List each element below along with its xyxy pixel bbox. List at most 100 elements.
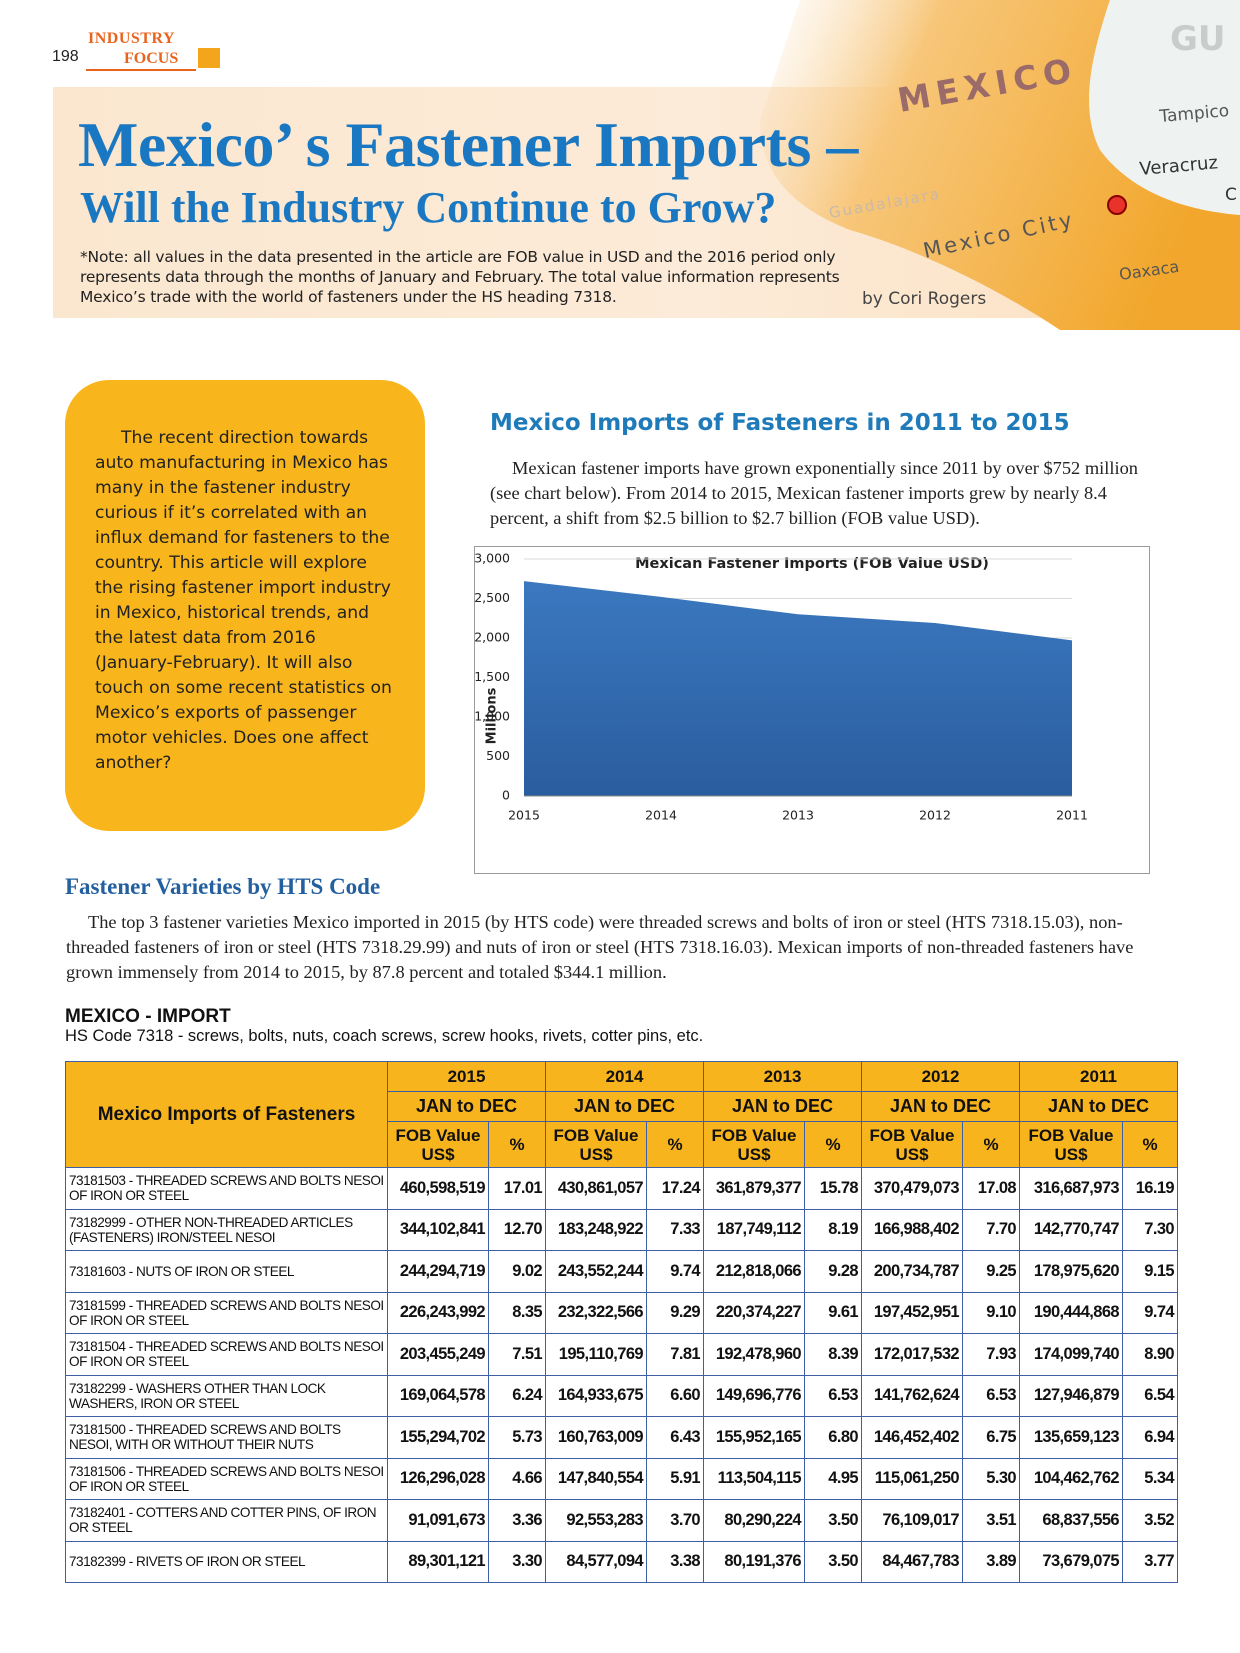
table-cell: 3.36 (488, 1499, 546, 1542)
table-cell: FOB Value US$ (1019, 1121, 1123, 1168)
table-cell: 166,988,402 (861, 1208, 963, 1251)
x-tick-label: 2011 (1056, 808, 1088, 823)
table-cell: % (488, 1121, 546, 1168)
land (760, 0, 1240, 330)
table-cell: 9.15 (1122, 1250, 1178, 1293)
table-cell: JAN to DEC (1019, 1091, 1178, 1122)
table-cell: 232,322,566 (545, 1291, 647, 1334)
table-cell: 6.43 (646, 1416, 704, 1459)
table-cell: 104,462,762 (1019, 1457, 1123, 1500)
table-cell: 187,749,112 (703, 1208, 805, 1251)
table-cell: 9.74 (1122, 1291, 1178, 1334)
table-cell: 127,946,879 (1019, 1374, 1123, 1417)
table-cell: 197,452,951 (861, 1291, 963, 1334)
table-subtitle: HS Code 7318 - screws, bolts, nuts, coac… (65, 1027, 704, 1045)
page-number: 198 (52, 48, 79, 65)
table-cell: 164,933,675 (545, 1374, 647, 1417)
table-cell: 115,061,250 (861, 1457, 963, 1500)
y-tick-label: 0 (502, 788, 510, 803)
y-tick-label: 3,000 (474, 551, 510, 566)
table-cell: 3.89 (962, 1540, 1020, 1583)
table-cell: 9.25 (962, 1250, 1020, 1293)
y-tick-label: 1,500 (474, 669, 510, 684)
table-cell: 6.94 (1122, 1416, 1178, 1459)
x-tick-label: 2014 (645, 808, 677, 823)
table-cell: % (1122, 1121, 1178, 1168)
chart: Mexican Fastener Imports (FOB Value USD)… (474, 546, 1150, 874)
table-cell: 142,770,747 (1019, 1208, 1123, 1251)
y-axis-label: Millions (485, 687, 500, 744)
table-cell: 155,294,702 (387, 1416, 489, 1459)
table-cell: 344,102,841 (387, 1208, 489, 1251)
table-cell: 17.24 (646, 1167, 704, 1210)
table: Mexico Imports of Fasteners 2015 2014 2013 2… (65, 1061, 1178, 1583)
table-cell: 220,374,227 (703, 1291, 805, 1334)
table-cell: 460,598,519 (387, 1167, 489, 1210)
table-title: MEXICO - IMPORT (65, 1006, 231, 1027)
table-cell: 5.91 (646, 1457, 704, 1500)
table-cell: % (804, 1121, 862, 1168)
table-cell: 174,099,740 (1019, 1333, 1123, 1376)
table-cell: 183,248,922 (545, 1208, 647, 1251)
table-cell: 6.75 (962, 1416, 1020, 1459)
table-cell: 160,763,009 (545, 1416, 647, 1459)
table-cell: 9.74 (646, 1250, 704, 1293)
area (524, 581, 1072, 796)
note: *Note: all values in the data presented … (80, 248, 840, 306)
table-cell: 17.08 (962, 1167, 1020, 1210)
table-cell: Mexico Imports of Fasteners (65, 1061, 388, 1168)
table-cell: 169,064,578 (387, 1374, 489, 1417)
table-cell: 73181603 - NUTS OF IRON OR STEEL (65, 1250, 388, 1293)
table-cell: 12.70 (488, 1208, 546, 1251)
table-cell: JAN to DEC (387, 1091, 546, 1122)
table-cell: 8.35 (488, 1291, 546, 1334)
table-row: 73181603 - NUTS OF IRON OR STEEL 244,294,… (65, 1250, 1178, 1293)
table-row: 73182299 - WASHERS OTHER THAN LOCK WASHE… (65, 1374, 1178, 1417)
table-cell: 7.81 (646, 1333, 704, 1376)
table-cell: 200,734,787 (861, 1250, 963, 1293)
table-cell: 135,659,123 (1019, 1416, 1123, 1459)
table-row: 73181506 - THREADED SCREWS AND BOLTS NES… (65, 1457, 1178, 1500)
table-cell: 4.95 (804, 1457, 862, 1500)
map: GU MEXICO Tampico Veracruz C Guadalajara… (760, 0, 1240, 330)
subtitle: Will the Industry Continue to Grow? (80, 183, 777, 232)
table-cell: 212,818,066 (703, 1250, 805, 1293)
table-row: 73181500 - THREADED SCREWS AND BOLTS NES… (65, 1416, 1178, 1459)
table-cell: 6.53 (804, 1374, 862, 1417)
table-cell: 6.54 (1122, 1374, 1178, 1417)
table-cell: JAN to DEC (545, 1091, 704, 1122)
sidebar: The recent direction towards auto manufa… (65, 380, 425, 831)
table-row: 73181504 - THREADED SCREWS AND BOLTS NES… (65, 1333, 1178, 1376)
table-cell: FOB Value US$ (703, 1121, 805, 1168)
table-row: 73182399 - RIVETS OF IRON OR STEEL 89,301… (65, 1540, 1178, 1583)
table-cell: 2011 (1019, 1061, 1178, 1092)
table-cell: 370,479,073 (861, 1167, 963, 1210)
table-cell: 149,696,776 (703, 1374, 805, 1417)
table-cell: 91,091,673 (387, 1499, 489, 1542)
table-cell: 73182999 - OTHER NON-THREADED ARTICLES (… (65, 1208, 388, 1251)
table-row: JAN to DEC JAN to DEC JAN to DEC JAN to DEC… (66, 1091, 1178, 1122)
table-cell: 9.28 (804, 1250, 862, 1293)
table-cell: 9.10 (962, 1291, 1020, 1334)
table-cell: FOB Value US$ (861, 1121, 963, 1168)
table-cell: 73182401 - COTTERS AND COTTER PINS, OF I… (65, 1499, 388, 1542)
map-label: C (1225, 185, 1237, 205)
y-tick-label: 2,500 (474, 590, 510, 605)
table-cell: 172,017,532 (861, 1333, 963, 1376)
table-cell: 2015 (387, 1061, 546, 1092)
table-cell: 73181500 - THREADED SCREWS AND BOLTS NES… (65, 1416, 388, 1459)
map-label: GU (1170, 19, 1226, 59)
table-cell: 155,952,165 (703, 1416, 805, 1459)
table-cell: 73181504 - THREADED SCREWS AND BOLTS NES… (65, 1333, 388, 1376)
x-tick-label: 2013 (782, 808, 814, 823)
table-cell: 9.61 (804, 1291, 862, 1334)
table-cell: 195,110,769 (545, 1333, 647, 1376)
table-cell: 8.90 (1122, 1333, 1178, 1376)
paragraph: The top 3 fastener varieties Mexico impo… (66, 912, 1134, 982)
byline: by Cori Rogers (862, 289, 987, 309)
table-cell: 3.30 (488, 1540, 546, 1583)
table-cell: 84,577,094 (545, 1540, 647, 1583)
table-cell: 3.50 (804, 1540, 862, 1583)
table-cell: 73,679,075 (1019, 1540, 1123, 1583)
